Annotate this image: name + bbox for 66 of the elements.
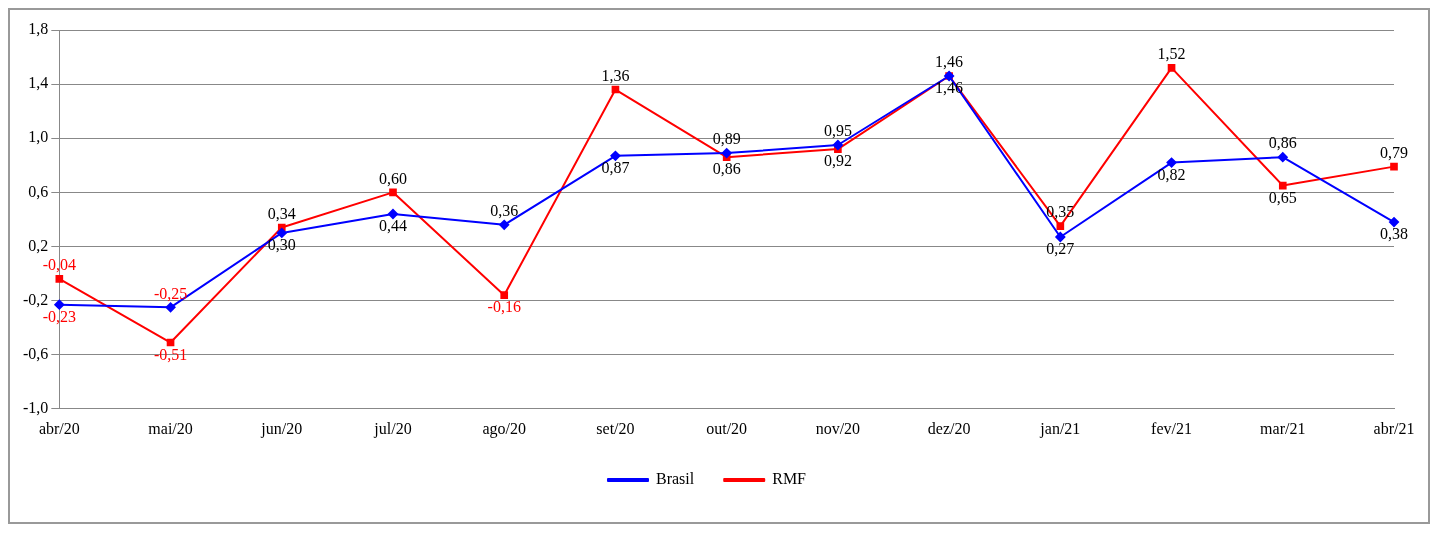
point [1390, 162, 1398, 171]
data-label: 0,92 [823, 152, 852, 170]
point [276, 227, 287, 238]
x-tick-label: abr/21 [1373, 419, 1415, 437]
data-label: 0,36 [490, 202, 519, 220]
data-label: 1,36 [601, 66, 630, 84]
x-tick-label: fev/21 [1151, 419, 1192, 437]
data-label: 1,46 [935, 53, 964, 71]
point [610, 150, 621, 161]
data-label: 0,79 [1380, 143, 1408, 161]
data-label: -0,23 [42, 307, 76, 325]
data-label: -0,25 [153, 284, 188, 302]
point [55, 275, 64, 283]
data-label: 0,34 [267, 204, 296, 222]
y-tick-label: 1,8 [28, 20, 49, 38]
x-tick-label: abr/20 [38, 419, 80, 437]
x-tick-label: dez/20 [927, 419, 971, 437]
data-label: 0,65 [1268, 188, 1297, 206]
legend-label: Brasil [655, 470, 695, 488]
data-label: 0,86 [712, 160, 741, 178]
y-tick-label: -0,2 [23, 290, 49, 308]
data-label: 0,95 [823, 122, 852, 140]
legend-label: RMF [772, 470, 807, 488]
point [1167, 64, 1176, 72]
data-label: -0,51 [153, 345, 188, 363]
x-tick-label: out/20 [706, 419, 748, 437]
y-tick-label: -0,6 [23, 344, 49, 362]
x-tick-label: ago/20 [482, 419, 526, 438]
y-tick-label: 1,4 [28, 74, 49, 92]
data-label: 0,30 [267, 236, 296, 254]
point [500, 291, 509, 299]
data-label: 0,86 [1268, 134, 1297, 152]
point [1389, 217, 1399, 228]
data-label: -0,16 [487, 298, 521, 316]
point [389, 188, 397, 197]
x-tick-label: nov/20 [815, 419, 861, 437]
data-label: 0,60 [379, 169, 407, 187]
x-tick-label: mar/21 [1260, 419, 1306, 437]
point [499, 219, 510, 230]
point [1056, 222, 1065, 230]
data-label: 1,52 [1157, 45, 1186, 63]
x-tick-label: jul/20 [373, 419, 412, 438]
data-label: 0,89 [712, 130, 741, 148]
y-tick-label: 0,2 [28, 236, 49, 254]
x-tick-label: jan/21 [1039, 419, 1081, 438]
x-tick-label: jun/20 [260, 419, 303, 438]
data-label: 0,27 [1046, 240, 1075, 258]
point [1055, 231, 1066, 242]
point [54, 299, 65, 310]
point [388, 208, 398, 219]
x-tick-label: mai/20 [148, 419, 193, 437]
point [721, 148, 732, 159]
y-tick-label: 0,6 [28, 182, 49, 200]
data-label: -0,04 [42, 256, 76, 274]
point [1278, 181, 1287, 190]
y-tick-label: -1,0 [23, 399, 49, 416]
data-label: 0,87 [601, 159, 630, 177]
point [1277, 152, 1288, 163]
x-tick-label: set/20 [596, 419, 635, 437]
data-label: 0,38 [1380, 225, 1408, 243]
point [832, 139, 843, 150]
data-label: 0,44 [379, 217, 407, 235]
y-tick-label: 1,0 [28, 128, 49, 146]
data-label: 0,82 [1157, 165, 1186, 183]
point [165, 302, 176, 313]
point [1166, 157, 1177, 168]
